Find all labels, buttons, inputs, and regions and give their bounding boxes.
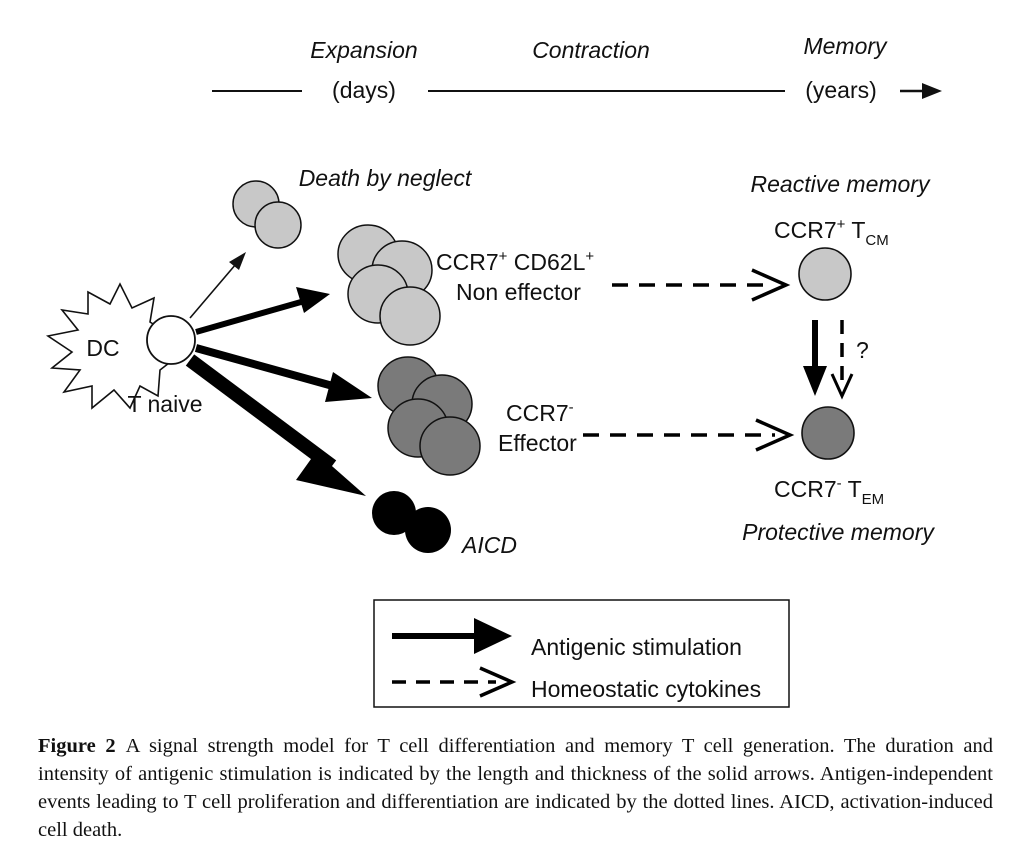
effector-cluster — [377, 356, 481, 476]
timeline: Expansion (days) Contraction Memory (yea… — [212, 33, 942, 103]
dc-starburst — [45, 282, 179, 410]
legend-antigenic-label: Antigenic stimulation — [531, 634, 742, 660]
diagram-canvas: Expansion (days) Contraction Memory (yea… — [45, 33, 942, 708]
non-effector-arrowhead — [296, 287, 330, 313]
tem-cell — [801, 406, 855, 460]
timeline-contraction: Contraction — [532, 37, 650, 63]
death-by-neglect-label: Death by neglect — [299, 165, 473, 191]
t-naive-cell — [146, 315, 196, 365]
legend-dashed-arrowhead — [479, 666, 517, 698]
non-effector-label: Non effector — [456, 279, 581, 305]
tcm-label: CCR7+ TCM — [774, 216, 889, 249]
aicd-cell — [372, 491, 416, 535]
timeline-expansion: Expansion — [310, 37, 417, 63]
non-effector-arrow-shaft — [195, 297, 309, 335]
legend-solid-arrowhead — [474, 618, 512, 654]
timeline-memory: Memory — [803, 33, 888, 59]
dc-label: DC — [86, 335, 119, 361]
neglect-arrowhead — [229, 252, 246, 270]
tcm-to-tem-solid-arrowhead — [803, 366, 827, 396]
aicd-arrow-shaft — [185, 354, 337, 472]
effector-dashed-arrowhead — [755, 418, 795, 452]
tcm-cell — [798, 247, 852, 301]
reactive-memory-label: Reactive memory — [751, 171, 931, 197]
t-naive-label: T naive — [127, 391, 202, 417]
effector-label: Effector — [498, 430, 577, 456]
effector-marker: CCR7- — [506, 399, 574, 426]
legend-homeostatic-label: Homeostatic cytokines — [531, 676, 761, 702]
aicd-label: AICD — [460, 532, 517, 558]
question-mark: ? — [856, 337, 869, 363]
aicd-cell — [405, 507, 451, 553]
protective-memory-label: Protective memory — [742, 519, 935, 545]
neglect-arrow-shaft — [189, 263, 237, 319]
effector-arrow-shaft — [194, 344, 342, 392]
neglect-cell — [254, 201, 302, 249]
aicd-arrowhead — [296, 452, 366, 496]
timeline-arrowhead — [922, 83, 942, 99]
caption-text: A signal strength model for T cell diffe… — [38, 735, 993, 841]
timeline-expansion-unit: (days) — [332, 77, 396, 103]
legend: Antigenic stimulation Homeostatic cytoki… — [373, 599, 790, 708]
non-effector-dashed-arrowhead — [751, 268, 791, 302]
tem-label: CCR7- TEM — [774, 475, 884, 508]
non-effector-cluster — [337, 224, 441, 346]
effector-arrowhead — [325, 372, 372, 402]
timeline-memory-unit: (years) — [805, 77, 877, 103]
tcm-to-tem-dashed-arrowhead — [830, 373, 854, 400]
non-effector-marker: CCR7+ CD62L+ — [436, 248, 594, 275]
legend-box — [373, 599, 790, 708]
caption-label: Figure 2 — [38, 735, 116, 757]
